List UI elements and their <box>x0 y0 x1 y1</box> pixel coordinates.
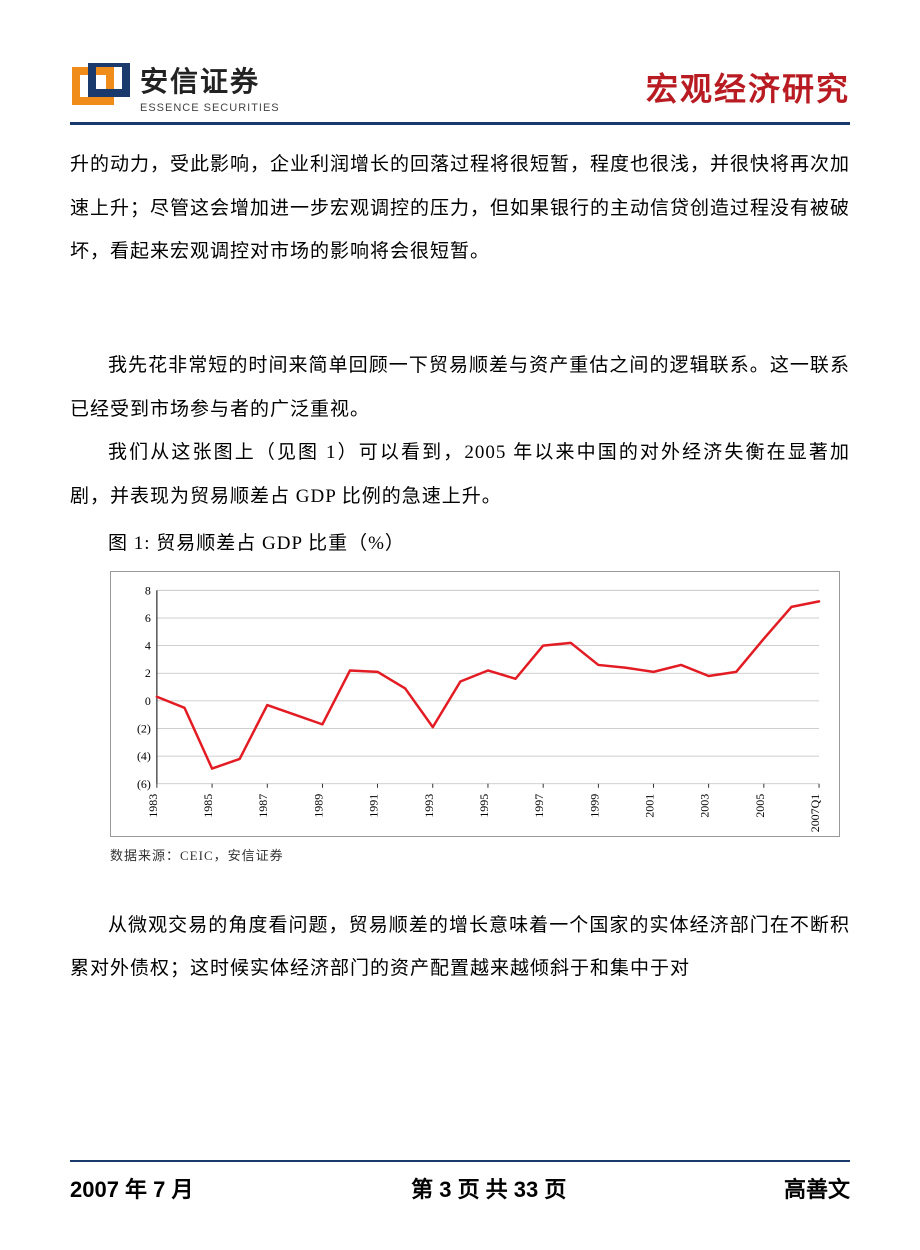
document-type-title: 宏观经济研究 <box>646 64 850 110</box>
body-text-block-1: 升的动力，受此影响，企业利润增长的回落过程将很短暂，程度也很浅，并很快将再次加速… <box>70 143 850 274</box>
svg-text:1983: 1983 <box>146 793 160 817</box>
svg-text:2001: 2001 <box>643 793 657 817</box>
svg-text:2007Q1: 2007Q1 <box>808 793 822 831</box>
svg-text:1987: 1987 <box>256 793 270 817</box>
svg-text:6: 6 <box>145 611 151 625</box>
svg-text:1999: 1999 <box>587 793 601 817</box>
footer-page-number: 第 3 页 共 33 页 <box>411 1172 566 1204</box>
body-text-block-2: 我先花非常短的时间来简单回顾一下贸易顺差与资产重估之间的逻辑联系。这一联系已经受… <box>70 344 850 519</box>
company-name-block: 安信证券 ESSENCE SECURITIES <box>140 60 280 114</box>
page-header: 安信证券 ESSENCE SECURITIES 宏观经济研究 <box>70 60 850 125</box>
svg-text:1989: 1989 <box>311 793 325 817</box>
svg-text:2: 2 <box>145 666 151 680</box>
gap-after-chart <box>70 864 850 904</box>
figure-1-line-chart: 8 6 4 2 0 (2) (4) (6) 1983 1985 1987 1989 1991 1993 19… <box>117 582 833 832</box>
svg-text:(6): (6) <box>137 776 151 790</box>
company-logo-icon <box>70 63 130 111</box>
svg-text:4: 4 <box>145 638 151 652</box>
svg-text:0: 0 <box>145 693 151 707</box>
svg-text:2003: 2003 <box>698 793 712 817</box>
figure-1-source: 数据来源：CEIC，安信证券 <box>110 845 850 864</box>
paragraph-4: 从微观交易的角度看问题，贸易顺差的增长意味着一个国家的实体经济部门在不断积累对外… <box>70 904 850 991</box>
body-text-block-3: 从微观交易的角度看问题，贸易顺差的增长意味着一个国家的实体经济部门在不断积累对外… <box>70 904 850 991</box>
svg-text:(2): (2) <box>137 721 151 735</box>
section-gap <box>70 274 850 344</box>
svg-text:(4): (4) <box>137 749 151 763</box>
svg-text:1997: 1997 <box>532 793 546 817</box>
svg-text:8: 8 <box>145 583 151 597</box>
company-name-cn: 安信证券 <box>140 60 280 100</box>
page-footer: 2007 年 7 月 第 3 页 共 33 页 高善文 <box>70 1160 850 1204</box>
paragraph-3: 我们从这张图上（见图 1）可以看到，2005 年以来中国的对外经济失衡在显著加剧… <box>70 431 850 518</box>
footer-date: 2007 年 7 月 <box>70 1172 194 1204</box>
svg-text:2005: 2005 <box>753 793 767 817</box>
figure-1-title: 图 1: 贸易顺差占 GDP 比重（%） <box>70 523 850 565</box>
svg-text:1993: 1993 <box>422 793 436 817</box>
svg-text:1985: 1985 <box>201 793 215 817</box>
svg-text:1995: 1995 <box>477 793 491 817</box>
svg-text:1991: 1991 <box>367 793 381 817</box>
company-logo-block: 安信证券 ESSENCE SECURITIES <box>70 60 280 114</box>
company-name-en: ESSENCE SECURITIES <box>140 102 280 114</box>
paragraph-2: 我先花非常短的时间来简单回顾一下贸易顺差与资产重估之间的逻辑联系。这一联系已经受… <box>70 344 850 431</box>
paragraph-1: 升的动力，受此影响，企业利润增长的回落过程将很短暂，程度也很浅，并很快将再次加速… <box>70 143 850 274</box>
figure-1-chart-container: 8 6 4 2 0 (2) (4) (6) 1983 1985 1987 1989 1991 1993 19… <box>110 571 840 837</box>
footer-author: 高善文 <box>784 1172 850 1204</box>
